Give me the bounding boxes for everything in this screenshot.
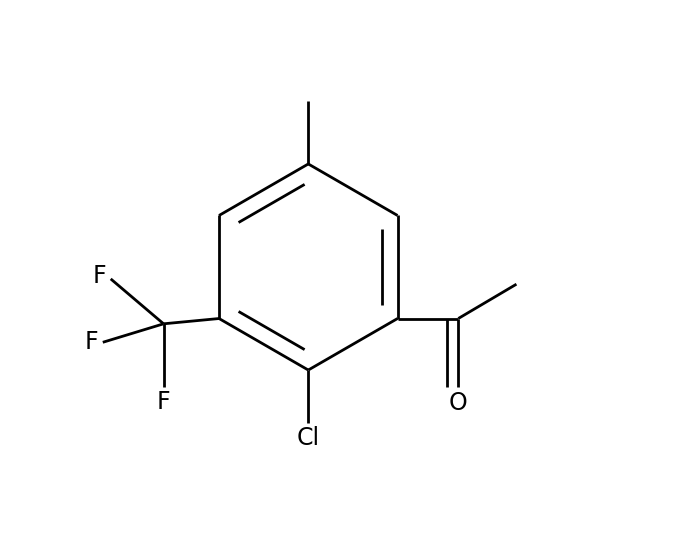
Text: F: F	[157, 390, 171, 414]
Text: O: O	[449, 391, 468, 415]
Text: F: F	[85, 331, 99, 354]
Text: F: F	[93, 264, 107, 288]
Text: Cl: Cl	[296, 426, 320, 450]
